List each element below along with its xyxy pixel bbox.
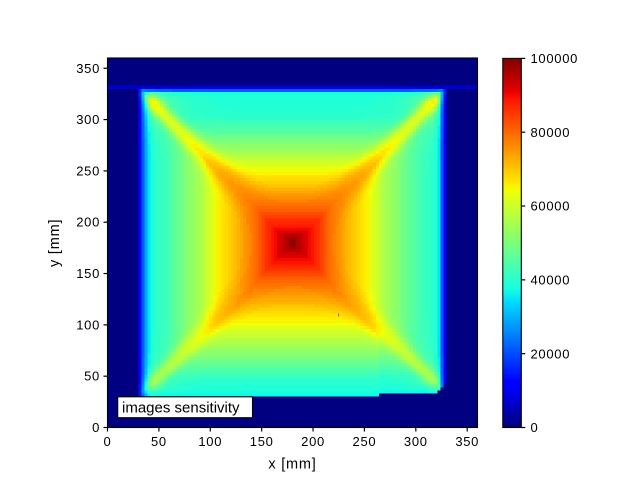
- svg-text:150: 150: [250, 434, 274, 449]
- svg-text:200: 200: [76, 215, 100, 230]
- svg-text:200: 200: [301, 434, 325, 449]
- svg-text:50: 50: [151, 434, 167, 449]
- svg-text:60000: 60000: [531, 199, 571, 214]
- svg-text:250: 250: [76, 163, 100, 178]
- svg-text:20000: 20000: [531, 346, 571, 361]
- svg-text:0: 0: [531, 420, 539, 435]
- svg-text:350: 350: [76, 61, 100, 76]
- svg-text:100: 100: [76, 317, 100, 332]
- svg-text:0: 0: [104, 434, 112, 449]
- svg-text:300: 300: [76, 112, 100, 127]
- svg-text:50: 50: [84, 369, 100, 384]
- svg-text:150: 150: [76, 266, 100, 281]
- svg-text:x [mm]: x [mm]: [268, 457, 316, 473]
- svg-text:40000: 40000: [531, 272, 571, 287]
- svg-text:300: 300: [404, 434, 428, 449]
- svg-text:100000: 100000: [531, 51, 579, 66]
- svg-text:y [mm]: y [mm]: [47, 219, 63, 267]
- svg-text:350: 350: [455, 434, 479, 449]
- svg-text:250: 250: [353, 434, 377, 449]
- svg-text:0: 0: [92, 420, 100, 435]
- svg-text:images sensitivity: images sensitivity: [122, 400, 240, 417]
- svg-text:80000: 80000: [531, 125, 571, 140]
- svg-text:100: 100: [198, 434, 222, 449]
